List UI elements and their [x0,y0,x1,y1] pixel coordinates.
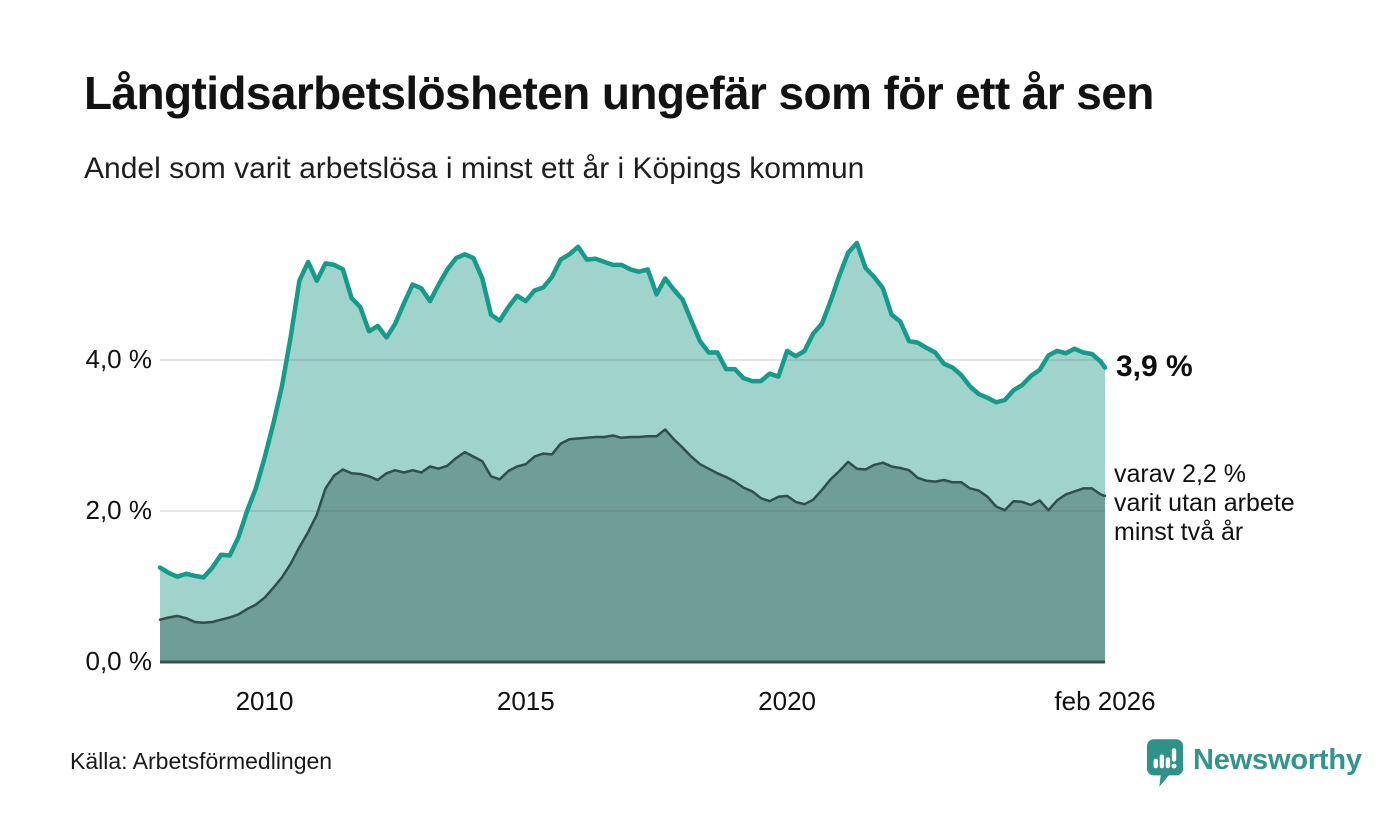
y-axis-tick-label: 0,0 % [85,646,153,676]
page-title: Långtidsarbetslösheten ungefär som för e… [84,67,1154,119]
x-axis-tick-label: 2020 [758,686,817,716]
newsworthy-logo: Newsworthy [1146,738,1362,788]
secondary-value-label: varav 2,2 % varit utan arbete minst två … [1114,460,1295,546]
latest-value-label: 3,9 % [1116,350,1193,383]
x-axis-tick-label: feb 2026 [1054,686,1156,716]
brand-name: Newsworthy [1193,744,1362,776]
y-axis-tick-label: 2,0 % [85,495,153,525]
x-axis-tick-label: 2010 [235,686,294,716]
x-axis-tick-label: 2015 [496,686,555,716]
chart-subtitle: Andel som varit arbetslösa i minst ett å… [84,152,865,185]
source-note: Källa: Arbetsförmedlingen [70,748,333,774]
newsworthy-chart-bubble-icon [1146,739,1184,787]
y-axis-tick-label: 4,0 % [85,344,153,374]
